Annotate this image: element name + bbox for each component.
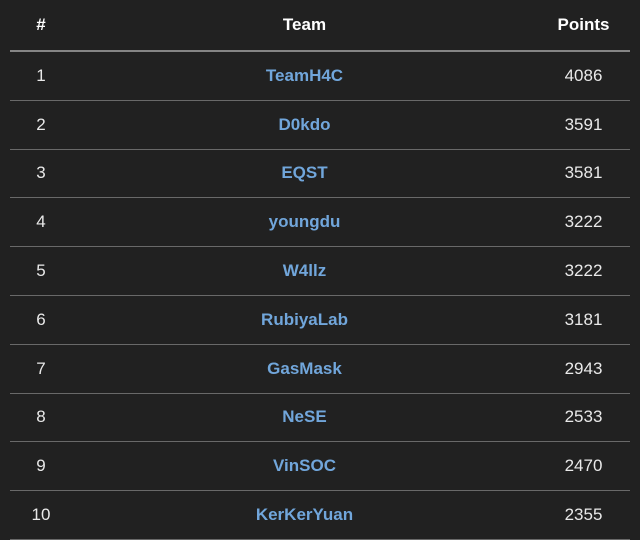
points-cell: 3591 <box>537 100 630 150</box>
rank-cell: 8 <box>10 393 72 443</box>
points-cell: 2533 <box>537 393 630 443</box>
team-link[interactable]: EQST <box>281 163 328 183</box>
team-link[interactable]: KerKerYuan <box>255 505 354 525</box>
rank-cell: 1 <box>10 51 72 101</box>
column-header-rank: # <box>10 0 72 52</box>
team-cell: VinSOC <box>72 441 537 492</box>
leaderboard-header: # Team Points <box>10 0 630 52</box>
rank-cell: 4 <box>10 197 72 248</box>
table-row: 6 RubiyaLab 3181 <box>10 295 630 345</box>
team-cell: W4llz <box>72 246 537 296</box>
points-cell: 3181 <box>537 295 630 345</box>
table-row: 5 W4llz 3222 <box>10 246 630 296</box>
team-cell: GasMask <box>72 344 537 394</box>
team-link[interactable]: TeamH4C <box>265 65 344 85</box>
points-cell: 2355 <box>537 490 630 540</box>
table-row: 1 TeamH4C 4086 <box>10 51 630 101</box>
team-cell: TeamH4C <box>72 51 537 101</box>
team-link[interactable]: GasMask <box>267 358 342 378</box>
team-cell: youngdu <box>72 197 537 248</box>
points-cell: 2470 <box>537 441 630 492</box>
table-row: 9 VinSOC 2470 <box>10 441 630 492</box>
points-cell: 4086 <box>537 51 630 101</box>
rank-cell: 6 <box>10 295 72 345</box>
column-header-team: Team <box>72 0 537 52</box>
leaderboard-body: 1 TeamH4C 4086 2 D0kdo 3591 3 EQST 3581 … <box>10 51 630 540</box>
team-link[interactable]: RubiyaLab <box>261 309 348 329</box>
table-row: 4 youngdu 3222 <box>10 197 630 248</box>
points-cell: 3581 <box>537 149 630 199</box>
team-cell: NeSE <box>72 393 537 443</box>
table-row: 2 D0kdo 3591 <box>10 100 630 150</box>
table-row: 3 EQST 3581 <box>10 149 630 199</box>
rank-cell: 3 <box>10 149 72 199</box>
table-row: 7 GasMask 2943 <box>10 344 630 394</box>
table-row: 10 KerKerYuan 2355 <box>10 490 630 540</box>
team-link[interactable]: youngdu <box>268 212 341 232</box>
points-cell: 3222 <box>537 197 630 248</box>
rank-cell: 9 <box>10 441 72 492</box>
column-header-points: Points <box>537 0 630 52</box>
team-link[interactable]: W4llz <box>282 261 327 281</box>
rank-cell: 5 <box>10 246 72 296</box>
header-row: # Team Points <box>10 0 630 52</box>
team-cell: KerKerYuan <box>72 490 537 540</box>
table-row: 8 NeSE 2533 <box>10 393 630 443</box>
points-cell: 2943 <box>537 344 630 394</box>
rank-cell: 7 <box>10 344 72 394</box>
team-link[interactable]: NeSE <box>282 407 327 427</box>
rank-cell: 10 <box>10 490 72 540</box>
points-cell: 3222 <box>537 246 630 296</box>
team-cell: EQST <box>72 149 537 199</box>
team-cell: RubiyaLab <box>72 295 537 345</box>
team-link[interactable]: VinSOC <box>273 456 336 476</box>
rank-cell: 2 <box>10 100 72 150</box>
team-cell: D0kdo <box>72 100 537 150</box>
team-link[interactable]: D0kdo <box>278 114 331 134</box>
leaderboard-table: # Team Points 1 TeamH4C 4086 2 D0kdo 359… <box>10 0 630 540</box>
